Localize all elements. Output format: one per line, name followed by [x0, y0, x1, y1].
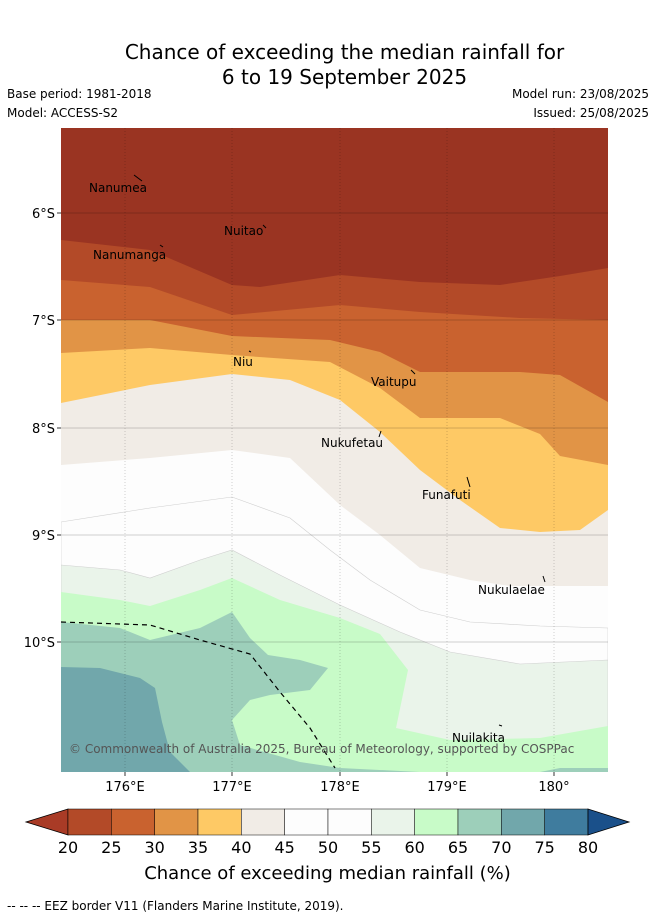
- colorbar-tick: 45: [274, 838, 295, 857]
- colorbar-extend-low: [24, 808, 69, 836]
- eez-border: [60, 621, 336, 769]
- colorbar-swatch: [241, 808, 285, 836]
- place-label: Nuitao: [224, 224, 263, 238]
- y-tick-label: 10°S: [24, 636, 55, 651]
- colorbar-swatch: [371, 808, 415, 836]
- colorbar-tick: 80: [577, 838, 599, 857]
- colorbar-tick: 70: [491, 838, 512, 857]
- y-tick-label: 6°S: [32, 207, 55, 222]
- title-line-1: Chance of exceeding the median rainfall …: [124, 40, 565, 64]
- x-tick-label: 178°E: [320, 780, 360, 795]
- colorbar-swatch: [414, 808, 459, 836]
- band-70-75: [61, 667, 190, 772]
- colorbar-swatch: [111, 808, 155, 836]
- issued-date: Issued: 25/08/2025: [533, 106, 649, 120]
- place-label: Nuilakita: [452, 731, 505, 745]
- model-name: Model: ACCESS-S2: [7, 106, 119, 120]
- island-markers: [133, 174, 546, 727]
- eez-legend-note: -- -- -- EEZ border V11 (Flanders Marine…: [7, 899, 344, 913]
- contour-layers: [61, 128, 608, 772]
- colorbar-swatch: [67, 808, 112, 836]
- band-65-70-east: [540, 768, 608, 772]
- colorbar-tick: 75: [534, 838, 555, 857]
- place-label: Nanumanga: [93, 248, 166, 262]
- colorbar-tick: 30: [144, 838, 165, 857]
- colorbar-swatch: [327, 808, 372, 836]
- colorbar-tick: 20: [57, 838, 79, 857]
- title-line-2: 6 to 19 September 2025: [221, 65, 468, 89]
- y-axis: 6°S 7°S 8°S 9°S 10°S: [24, 207, 61, 651]
- colorbar-swatch: [501, 808, 545, 836]
- colorbar-tick: 65: [447, 838, 469, 857]
- colorbar-tick: 50: [317, 838, 339, 857]
- base-period: Base period: 1981-2018: [7, 87, 152, 101]
- x-tick-label: 176°E: [105, 780, 145, 795]
- colorbar-tick: 55: [361, 838, 382, 857]
- x-tick-label: 180°: [538, 780, 569, 795]
- model-run: Model run: 23/08/2025: [511, 87, 649, 101]
- colorbar: [24, 808, 631, 836]
- place-label: Nanumea: [89, 181, 147, 195]
- gridlines: [61, 128, 608, 772]
- chart-title: Chance of exceeding the median rainfall …: [0, 40, 655, 90]
- y-tick-label: 8°S: [32, 422, 55, 437]
- place-label: Nukufetau: [321, 436, 383, 450]
- place-labels: Nanumea Nuitao Nanumanga Niu Vaitupu Nuk…: [89, 181, 545, 745]
- place-label: Nukulaelae: [478, 583, 545, 597]
- place-label: Niu: [233, 355, 253, 369]
- colorbar-swatch: [457, 808, 502, 836]
- x-tick-label: 177°E: [212, 780, 252, 795]
- place-label: Funafuti: [422, 488, 471, 502]
- y-tick-label: 7°S: [32, 314, 55, 329]
- colorbar-swatch: [284, 808, 329, 836]
- y-tick-label: 9°S: [32, 529, 55, 544]
- colorbar-tick: 60: [404, 838, 425, 857]
- colorbar-tick: 35: [187, 838, 209, 857]
- colorbar-tick: 25: [101, 838, 122, 857]
- place-label: Vaitupu: [371, 375, 417, 389]
- colorbar-swatch: [544, 808, 589, 836]
- x-tick-label: 179°E: [427, 780, 467, 795]
- colorbar-swatch: [154, 808, 199, 836]
- x-axis: 176°E 177°E 178°E 179°E 180°: [105, 772, 570, 795]
- colorbar-label: Chance of exceeding median rainfall (%): [144, 863, 511, 884]
- copyright-notice: © Commonwealth of Australia 2025, Bureau…: [69, 742, 574, 756]
- colorbar-extend-high: [587, 808, 631, 836]
- colorbar-tick: 40: [231, 838, 252, 857]
- colorbar-swatch: [197, 808, 242, 836]
